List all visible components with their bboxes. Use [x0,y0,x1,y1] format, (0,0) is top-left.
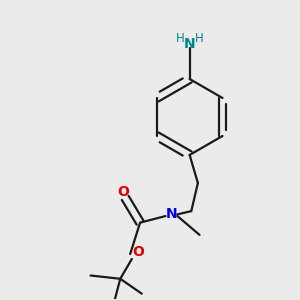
Text: H: H [194,32,203,45]
Text: O: O [133,245,144,260]
Text: N: N [184,37,195,51]
Text: H: H [176,32,185,45]
Text: O: O [117,185,129,199]
Text: N: N [166,207,177,221]
